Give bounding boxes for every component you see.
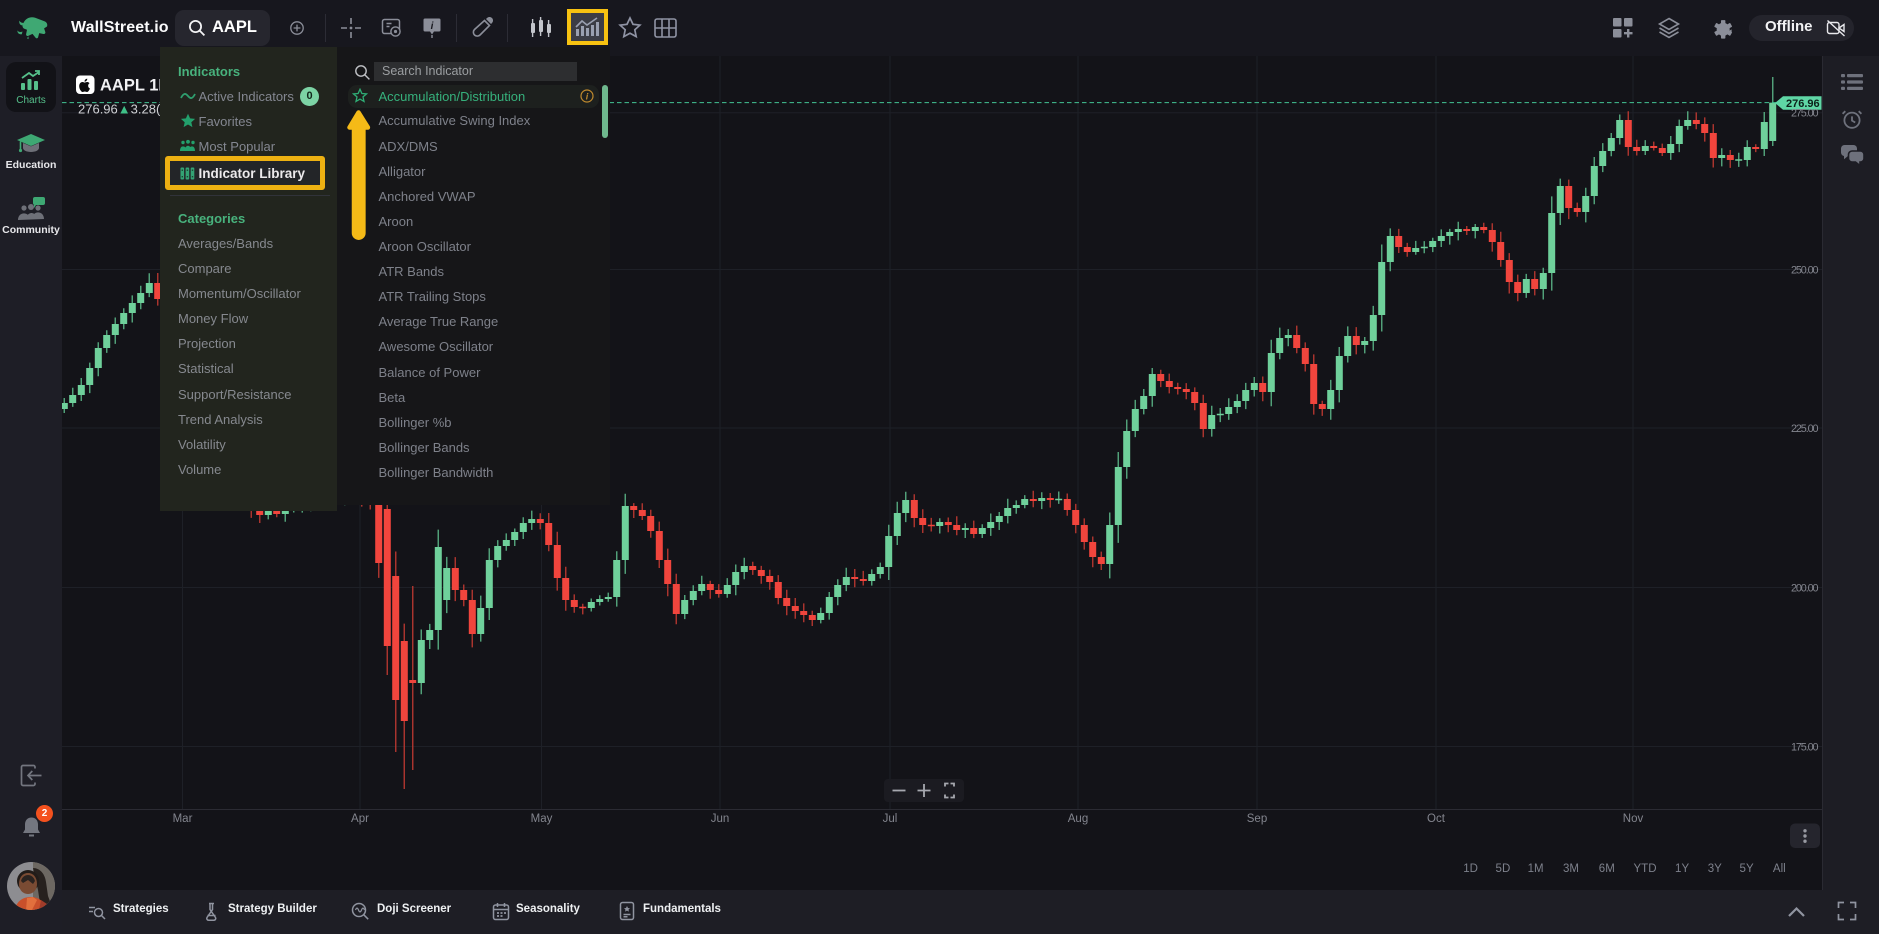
svg-text:225.00: 225.00 (1791, 423, 1819, 435)
svg-text:i: i (586, 91, 589, 101)
svg-text:Nov: Nov (1623, 813, 1644, 825)
svg-text:5Y: 5Y (1740, 863, 1754, 875)
svg-text:275.00: 275.00 (1791, 108, 1819, 120)
svg-text:3Y: 3Y (1708, 863, 1722, 875)
svg-text:1D: 1D (1463, 863, 1478, 875)
svg-text:Sep: Sep (1247, 813, 1267, 825)
svg-text:i: i (431, 21, 434, 32)
svg-text:Mar: Mar (173, 813, 193, 825)
svg-text:1Y: 1Y (1675, 863, 1689, 875)
svg-text:250.00: 250.00 (1791, 264, 1819, 276)
svg-text:All: All (1773, 863, 1786, 875)
svg-text:175.00: 175.00 (1791, 741, 1819, 753)
svg-text:200.00: 200.00 (1791, 582, 1819, 594)
svg-text:6M: 6M (1599, 863, 1615, 875)
svg-text:Apr: Apr (351, 813, 369, 825)
svg-text:Oct: Oct (1427, 813, 1446, 825)
svg-text:5D: 5D (1496, 863, 1511, 875)
svg-text:Jul: Jul (883, 813, 898, 825)
svg-text:YTD: YTD (1634, 863, 1657, 875)
svg-text:AAPL 1D: AAPL 1D (100, 77, 170, 95)
svg-text:1M: 1M (1528, 863, 1544, 875)
svg-text:May: May (531, 813, 553, 825)
svg-text:Jun: Jun (711, 813, 730, 825)
svg-text:276.96: 276.96 (1786, 98, 1820, 110)
svg-text:3M: 3M (1563, 863, 1579, 875)
svg-text:Aug: Aug (1068, 813, 1088, 825)
